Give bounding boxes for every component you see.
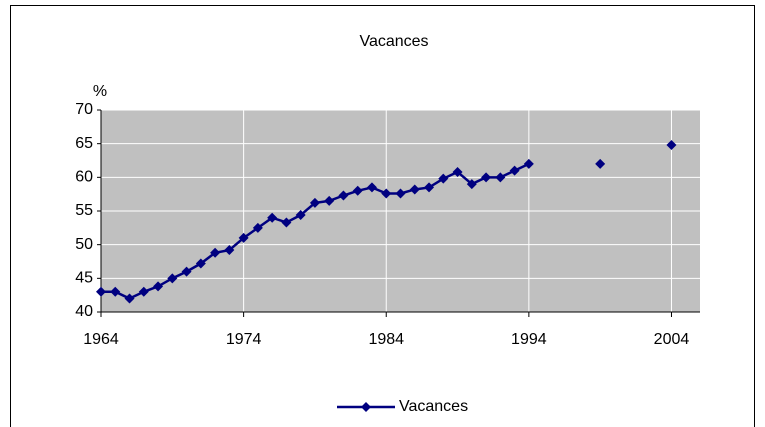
legend-marker	[361, 402, 371, 412]
data-point	[195, 258, 206, 269]
data-point	[452, 166, 463, 177]
data-point	[495, 172, 506, 183]
data-point	[181, 266, 192, 277]
data-point	[110, 286, 121, 297]
y-tick-label: 65	[75, 135, 93, 152]
data-point	[466, 179, 477, 190]
y-tick-label: 55	[75, 202, 93, 219]
data-point	[666, 140, 677, 151]
data-point	[324, 195, 335, 206]
legend-label: Vacances	[399, 398, 468, 415]
data-point	[124, 293, 135, 304]
data-point	[238, 232, 249, 243]
y-tick-label: 60	[75, 169, 93, 186]
data-point	[338, 190, 349, 201]
data-point	[438, 173, 449, 184]
data-point	[481, 172, 492, 183]
data-point	[281, 217, 292, 228]
data-point	[352, 185, 363, 196]
data-point	[138, 286, 149, 297]
x-tick-label: 1964	[83, 331, 119, 348]
y-tick-label: 45	[75, 270, 93, 287]
data-point	[224, 245, 235, 256]
data-point	[267, 212, 278, 223]
data-point	[424, 182, 435, 193]
data-point	[523, 158, 534, 169]
y-tick-label: 40	[75, 303, 93, 320]
data-point	[96, 286, 106, 297]
data-point	[366, 182, 377, 193]
data-point	[381, 188, 392, 199]
data-point	[153, 281, 164, 292]
data-point	[210, 247, 221, 258]
x-tick-label: 1994	[511, 331, 547, 348]
data-point	[167, 273, 178, 284]
x-tick-label: 1974	[226, 331, 262, 348]
chart-title: Vacances	[359, 33, 428, 50]
y-tick-label: 50	[75, 236, 93, 253]
y-tick-label: 70	[75, 101, 93, 118]
data-point	[395, 188, 406, 199]
y-axis-unit: %	[93, 83, 107, 100]
x-tick-label: 1984	[368, 331, 404, 348]
data-point	[252, 222, 263, 233]
data-point	[595, 158, 606, 169]
data-point	[295, 210, 306, 221]
x-tick-label: 2004	[654, 331, 690, 348]
data-point	[409, 184, 420, 195]
data-point	[509, 165, 520, 176]
data-point	[309, 197, 320, 208]
